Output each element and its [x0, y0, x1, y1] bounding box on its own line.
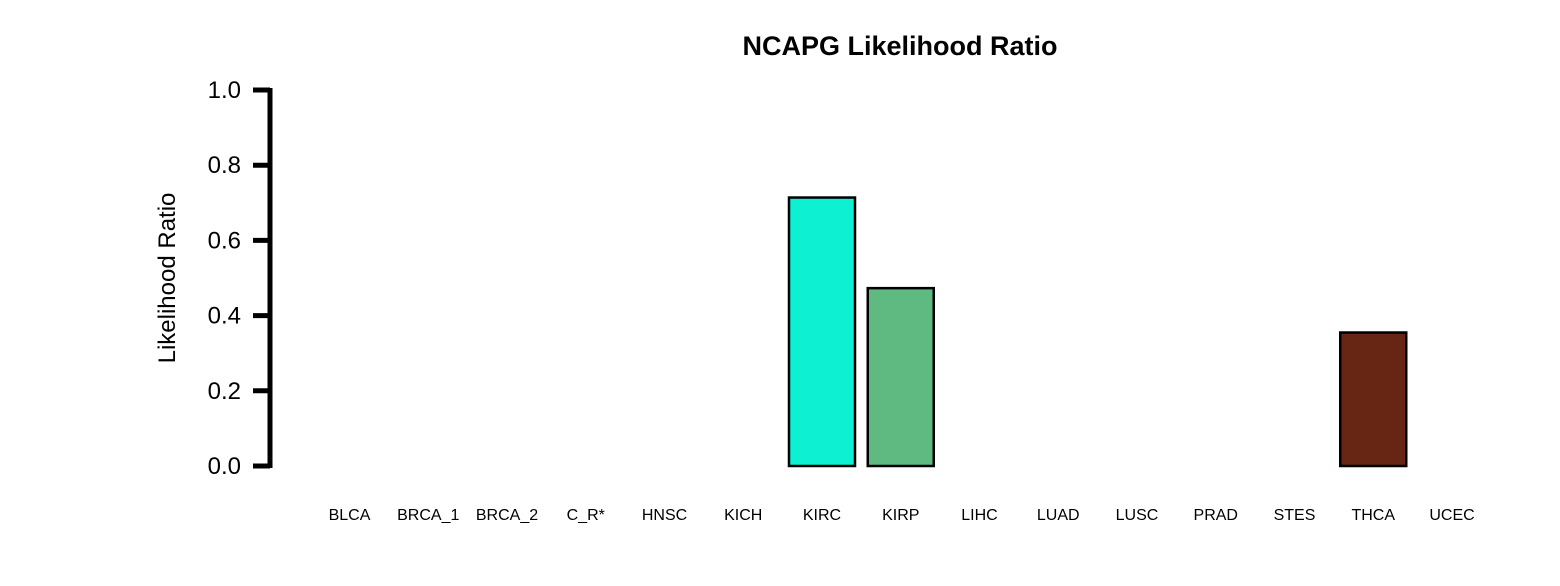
x-tick-label: THCA	[1351, 507, 1395, 524]
x-tick-label: BLCA	[329, 507, 371, 524]
x-tick-label: UCEC	[1429, 507, 1474, 524]
y-tick-label: 0.8	[208, 152, 241, 179]
x-tick-label: LUSC	[1116, 507, 1159, 524]
x-tick-label: KIRP	[882, 507, 919, 524]
y-tick-label: 0.2	[208, 378, 241, 405]
y-tick-label: 0.6	[208, 227, 241, 254]
x-tick-label: KIRC	[803, 507, 841, 524]
x-tick-label: PRAD	[1194, 507, 1238, 524]
x-tick-label: LIHC	[961, 507, 997, 524]
y-tick-label: 1.0	[208, 77, 241, 104]
bars	[787, 196, 1408, 468]
x-tick-label: C_R*	[567, 507, 605, 524]
y-axis-ticks: 0.0 0.2 0.4 0.6 0.8 1.0	[208, 77, 270, 480]
bar-kirc	[787, 196, 857, 468]
x-tick-label: BRCA_1	[397, 507, 459, 524]
x-axis-labels: BLCA BRCA_1 BRCA_2 C_R* HNSC KICH KIRC KIRP LIHC…	[329, 507, 1475, 524]
x-tick-label: BRCA_2	[476, 507, 538, 524]
y-axis-label: Likelihood Ratio	[154, 193, 181, 364]
x-tick-label: KICH	[724, 507, 762, 524]
bar-kirp	[866, 286, 935, 468]
x-tick-label: HNSC	[642, 507, 687, 524]
bar-thca	[1339, 331, 1408, 468]
chart-title: NCAPG Likelihood Ratio	[742, 31, 1057, 61]
x-tick-label: LUAD	[1037, 507, 1080, 524]
x-tick-label: STES	[1274, 507, 1316, 524]
y-tick-label: 0.0	[208, 453, 241, 480]
y-tick-label: 0.4	[208, 303, 241, 330]
